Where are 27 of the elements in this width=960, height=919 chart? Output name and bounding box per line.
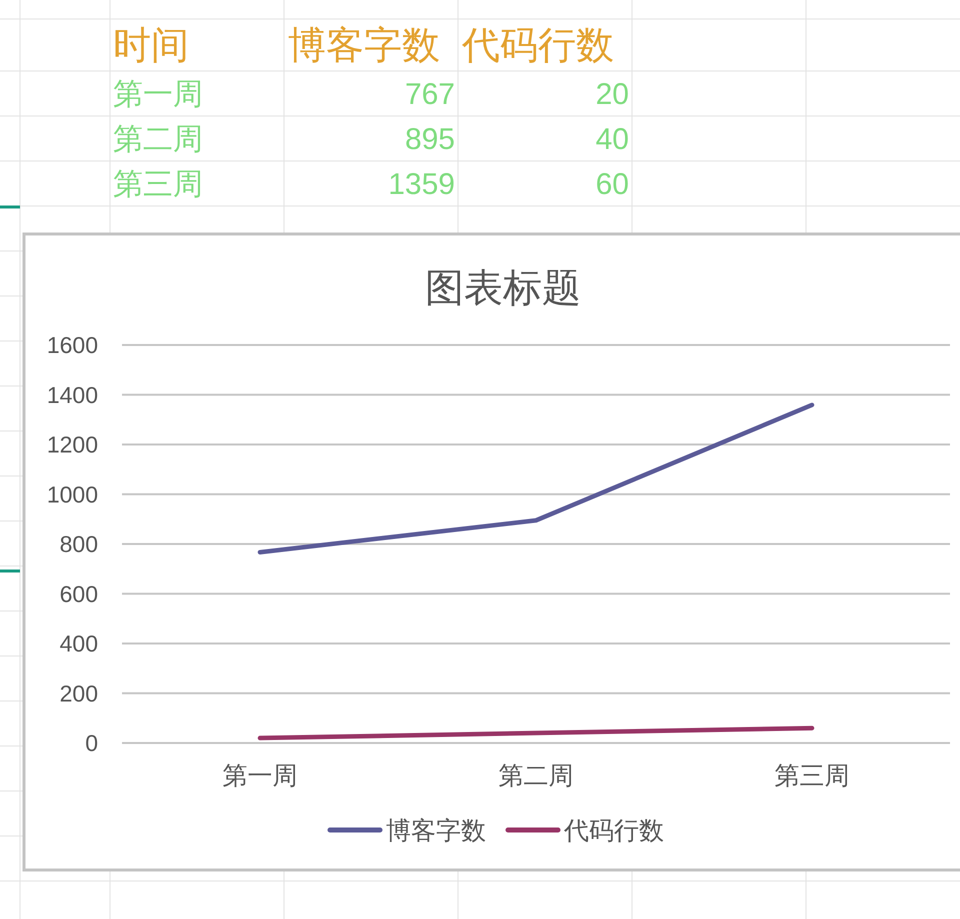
text: 895: [404, 123, 455, 156]
x-tick-label: 第一周: [222, 762, 298, 790]
y-tick-label: 400: [60, 630, 98, 656]
category-label: 时间: [113, 25, 189, 67]
text: 60: [596, 168, 629, 201]
legend-label: 博客字数: [386, 817, 486, 845]
y-tick-label: 1400: [46, 382, 98, 408]
text: 767: [404, 78, 455, 111]
y-tick-label: 1200: [46, 432, 98, 458]
text: 第二周: [113, 123, 203, 156]
text: 1359: [388, 168, 455, 201]
y-tick-label: 600: [60, 580, 98, 607]
y-tick-label: 200: [60, 680, 98, 706]
y-tick-label: 800: [60, 531, 98, 557]
text: 40: [596, 123, 629, 156]
category-label: 代码行数: [461, 25, 614, 67]
x-tick-label: 第三周: [774, 762, 850, 790]
text: 20: [596, 78, 629, 111]
legend-label: 代码行数: [563, 817, 664, 845]
text: 第三周: [113, 168, 203, 201]
x-tick-label: 第二周: [498, 762, 574, 790]
y-tick-label: 1600: [46, 332, 98, 358]
category-label: 博客字数: [288, 25, 440, 67]
y-tick-label: 0: [85, 730, 98, 756]
text: 第一周: [113, 78, 203, 111]
y-tick-label: 1000: [46, 481, 98, 508]
chart-title: 图表标题: [425, 267, 581, 310]
